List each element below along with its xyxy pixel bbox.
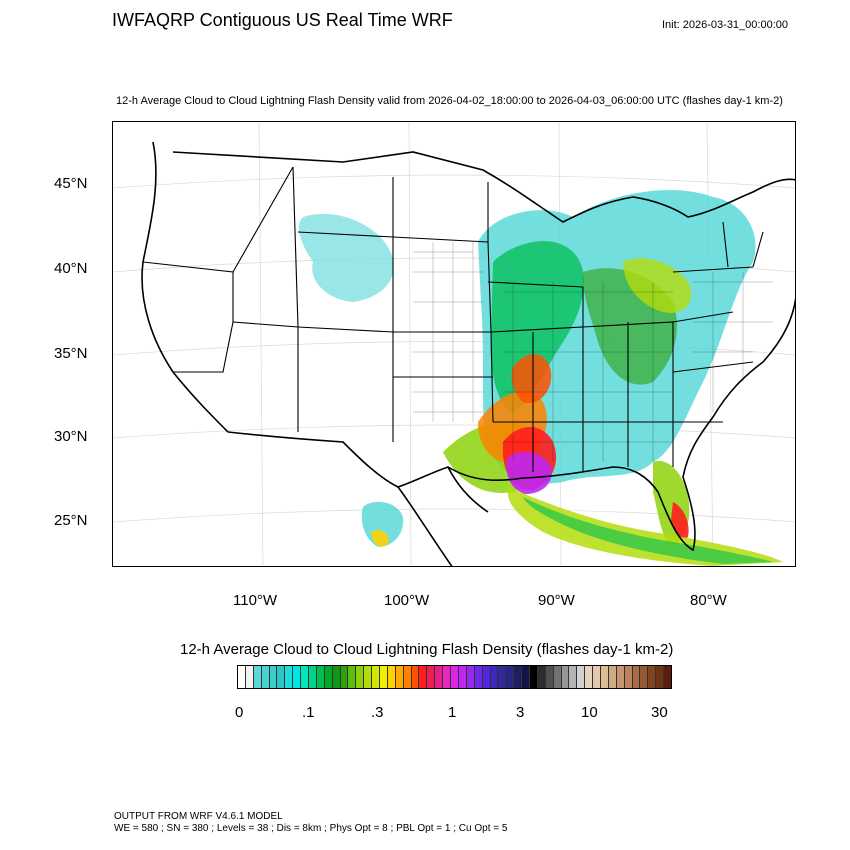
- colorbar-swatch: [537, 666, 546, 688]
- colorbar-swatch: [458, 666, 467, 688]
- lat-label-25: 25°N: [54, 512, 88, 529]
- colorbar-swatch: [482, 666, 491, 688]
- plot-title: IWFAQRP Contiguous US Real Time WRF: [112, 10, 453, 30]
- county-boundaries: [413, 242, 773, 462]
- state-boundaries: [142, 166, 764, 472]
- colorbar-swatch: [498, 666, 507, 688]
- coastline-and-borders: [141, 141, 795, 566]
- colorbar-swatch: [664, 666, 671, 688]
- colorbar-swatch: [569, 666, 578, 688]
- lat-label-40: 40°N: [54, 260, 88, 277]
- lat-label-30: 30°N: [54, 428, 88, 445]
- colorbar-swatch: [285, 666, 294, 688]
- colorbar-swatch: [435, 666, 444, 688]
- colorbar-swatch: [332, 666, 341, 688]
- colorbar-swatch: [506, 666, 515, 688]
- colorbar-swatch: [356, 666, 365, 688]
- colorbar-title: 12-h Average Cloud to Cloud Lightning Fl…: [180, 641, 674, 658]
- colorbar-swatch: [593, 666, 601, 688]
- colorbar-swatch: [340, 666, 349, 688]
- colorbar-swatch: [443, 666, 452, 688]
- colorbar-swatch: [324, 666, 333, 688]
- colorbar-label: 3: [516, 704, 525, 721]
- colorbar-swatch: [632, 666, 641, 688]
- lat-label-35: 35°N: [54, 345, 88, 362]
- colorbar-swatch: [253, 666, 262, 688]
- colorbar-swatch: [656, 666, 665, 688]
- colorbar-swatch: [238, 666, 246, 688]
- colorbar-swatch: [403, 666, 412, 688]
- colorbar-swatch: [514, 666, 523, 688]
- colorbar-swatch: [316, 666, 325, 688]
- model-info-line2: WE = 580 ; SN = 380 ; Levels = 38 ; Dis …: [114, 823, 508, 834]
- colorbar-swatch: [624, 666, 633, 688]
- colorbar-swatch: [395, 666, 404, 688]
- colorbar-swatch: [561, 666, 570, 688]
- colorbar-swatch: [387, 666, 396, 688]
- model-info-line1: OUTPUT FROM WRF V4.6.1 MODEL: [114, 811, 283, 822]
- colorbar-swatch: [474, 666, 483, 688]
- colorbar-swatch: [364, 666, 373, 688]
- colorbar-swatch: [277, 666, 286, 688]
- colorbar: [237, 665, 672, 689]
- plot-subtitle: 12-h Average Cloud to Cloud Lightning Fl…: [116, 95, 783, 107]
- lat-label-45: 45°N: [54, 175, 88, 192]
- colorbar-swatch: [553, 666, 562, 688]
- colorbar-swatch: [577, 666, 586, 688]
- colorbar-swatch: [529, 666, 538, 688]
- lon-label-100w: 100°W: [384, 592, 430, 609]
- colorbar-swatch: [466, 666, 475, 688]
- colorbar-swatch: [245, 666, 254, 688]
- colorbar-swatch: [269, 666, 278, 688]
- lon-label-110w: 110°W: [233, 592, 278, 609]
- colorbar-swatch: [301, 666, 310, 688]
- colorbar-swatch: [348, 666, 357, 688]
- init-time: Init: 2026-03-31_00:00:00: [662, 19, 788, 31]
- colorbar-swatch: [372, 666, 381, 688]
- colorbar-swatch: [608, 666, 617, 688]
- lon-label-80w: 80°W: [690, 592, 727, 609]
- colorbar-swatch: [451, 666, 459, 688]
- colorbar-swatch: [545, 666, 554, 688]
- lon-label-90w: 90°W: [538, 592, 575, 609]
- colorbar-swatch: [648, 666, 657, 688]
- colorbar-swatch: [419, 666, 428, 688]
- colorbar-swatch: [293, 666, 302, 688]
- colorbar-swatch: [380, 666, 388, 688]
- colorbar-swatch: [411, 666, 420, 688]
- colorbar-label: 10: [581, 704, 598, 721]
- conus-lightning-map: [113, 122, 795, 566]
- colorbar-label: .1: [302, 704, 315, 721]
- colorbar-label: 1: [448, 704, 457, 721]
- colorbar-swatch: [522, 666, 530, 688]
- colorbar-swatch: [640, 666, 649, 688]
- colorbar-swatch: [600, 666, 609, 688]
- colorbar-swatch: [309, 666, 317, 688]
- colorbar-label: .3: [371, 704, 384, 721]
- colorbar-swatch: [427, 666, 436, 688]
- colorbar-swatch: [490, 666, 499, 688]
- map-panel: [112, 121, 796, 567]
- colorbar-label: 30: [651, 704, 668, 721]
- colorbar-swatch: [616, 666, 625, 688]
- colorbar-label: 0: [235, 704, 244, 721]
- colorbar-swatch: [261, 666, 270, 688]
- colorbar-swatch: [585, 666, 594, 688]
